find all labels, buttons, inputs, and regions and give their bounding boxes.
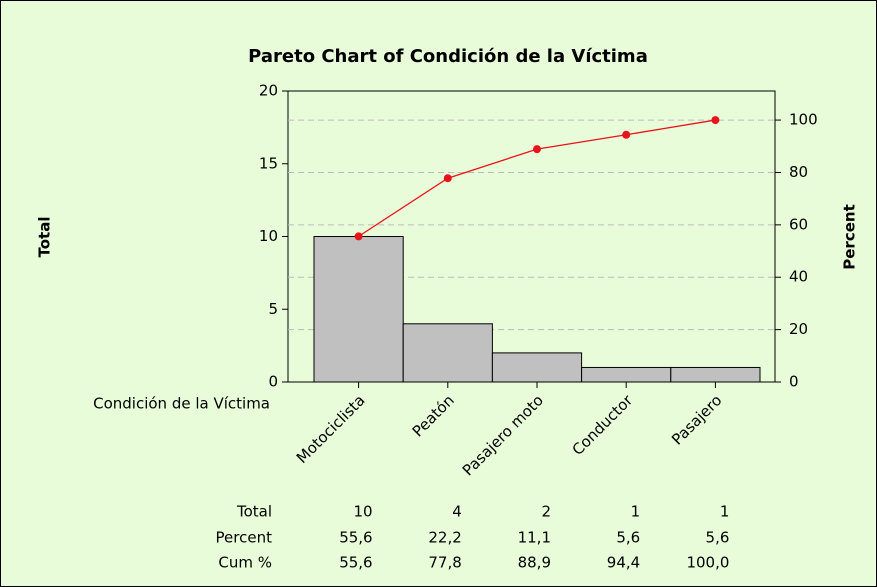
y2-tick-label: 100 (789, 111, 818, 129)
y-axis-label: Total (36, 217, 54, 258)
table-cell: 100,0 (686, 554, 729, 572)
table-cell: 88,9 (518, 554, 551, 572)
table-cell: 94,4 (607, 554, 640, 572)
table-cell: 4 (452, 503, 462, 521)
bar (402, 323, 493, 383)
y2-tick-label: 80 (789, 163, 808, 181)
table-cell: 5,6 (616, 529, 640, 547)
cum-point (354, 232, 363, 241)
table-cell: 1 (720, 503, 730, 521)
table-cell: 55,6 (339, 529, 372, 547)
table-cell: 22,2 (428, 529, 461, 547)
bar (581, 366, 672, 383)
bar (491, 352, 583, 383)
cum-point (443, 174, 452, 183)
y2-axis-label: Percent (841, 204, 859, 269)
chart-title: Pareto Chart of Condición de la Víctima (248, 46, 648, 67)
y2-tick-label: 40 (789, 268, 808, 286)
table-row-label: Total (236, 503, 272, 521)
cum-point (711, 116, 720, 125)
table-cell: 55,6 (339, 554, 372, 572)
table-cell: 1 (631, 503, 641, 521)
table-row-label: Cum % (218, 554, 272, 572)
y-tick-label: 0 (268, 373, 278, 391)
y2-tick-label: 60 (789, 215, 808, 233)
table-cell: 11,1 (518, 529, 551, 547)
y2-tick-label: 0 (789, 373, 799, 391)
table-row-label: Percent (216, 529, 273, 547)
y-tick-label: 15 (259, 154, 278, 172)
y-tick-label: 10 (259, 227, 278, 245)
bar (313, 236, 404, 383)
y-tick-label: 5 (268, 300, 278, 318)
y2-tick-label: 20 (789, 320, 808, 338)
table-cell: 2 (541, 503, 551, 521)
cum-point (533, 145, 541, 154)
table-cell: 10 (354, 503, 373, 521)
x-axis-label: Condición de la Víctima (93, 395, 270, 413)
table-cell: 5,6 (706, 529, 730, 547)
cum-point (622, 130, 631, 139)
y-tick-label: 20 (259, 82, 278, 100)
bar (670, 366, 761, 383)
table-cell: 77,8 (428, 554, 461, 572)
